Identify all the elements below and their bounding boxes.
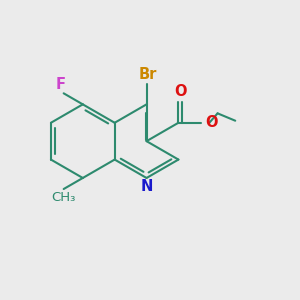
Text: O: O [174,84,186,99]
Text: Br: Br [139,67,157,82]
Text: F: F [56,77,66,92]
Text: O: O [205,115,217,130]
Text: N: N [140,179,153,194]
Text: CH₃: CH₃ [52,191,76,204]
